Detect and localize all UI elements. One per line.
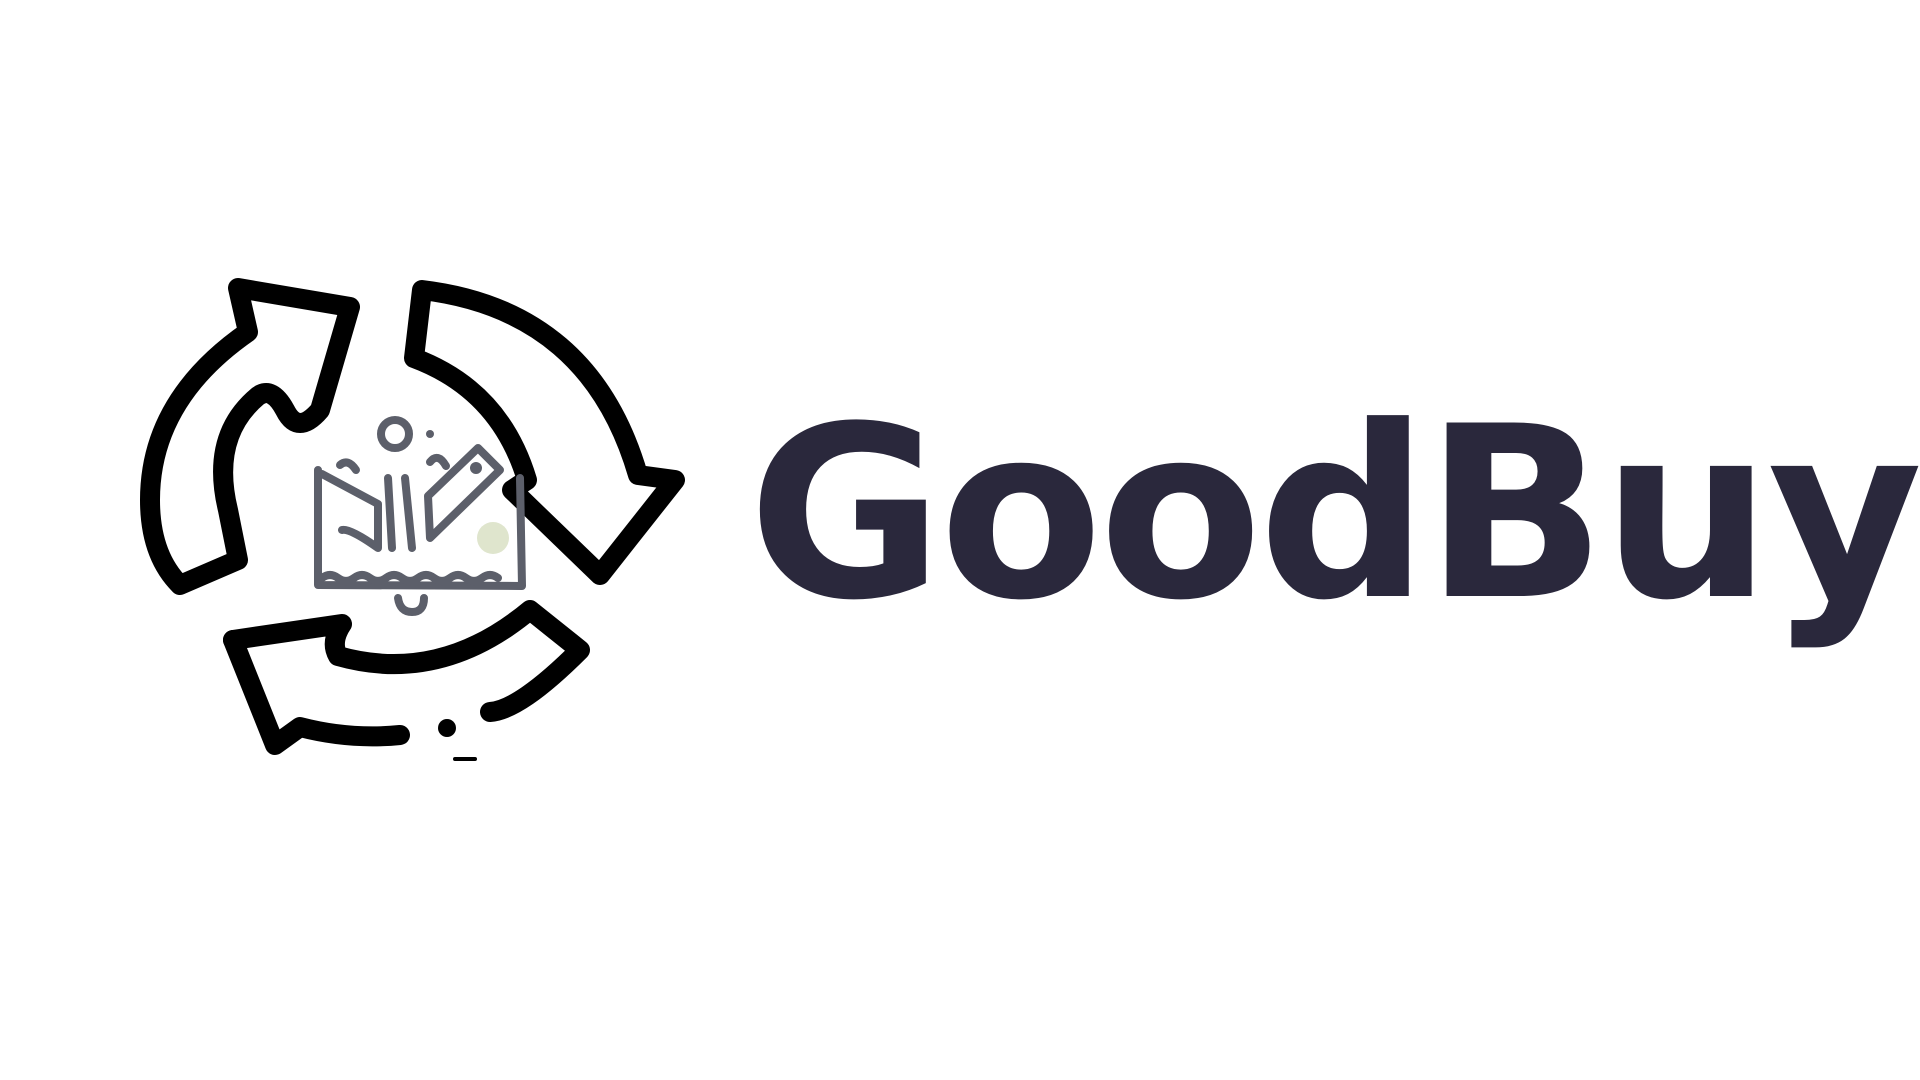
accent-blob-icon: [477, 522, 509, 554]
recycle-arrows-icon: [140, 278, 685, 755]
arrow-bottom-tail: [223, 630, 410, 755]
dot-icon: [438, 719, 456, 737]
brand-name: GoodBuy: [748, 376, 1920, 653]
arrow-left-segment: [140, 278, 360, 595]
small-circle-icon: [470, 462, 482, 474]
small-circle-icon: [426, 430, 434, 438]
arrow-bottom-segment: [223, 600, 590, 722]
arrow-right-segment: [404, 280, 685, 585]
donation-box-icon: [314, 416, 526, 616]
brand-wordmark: GoodBuy: [748, 376, 1920, 653]
